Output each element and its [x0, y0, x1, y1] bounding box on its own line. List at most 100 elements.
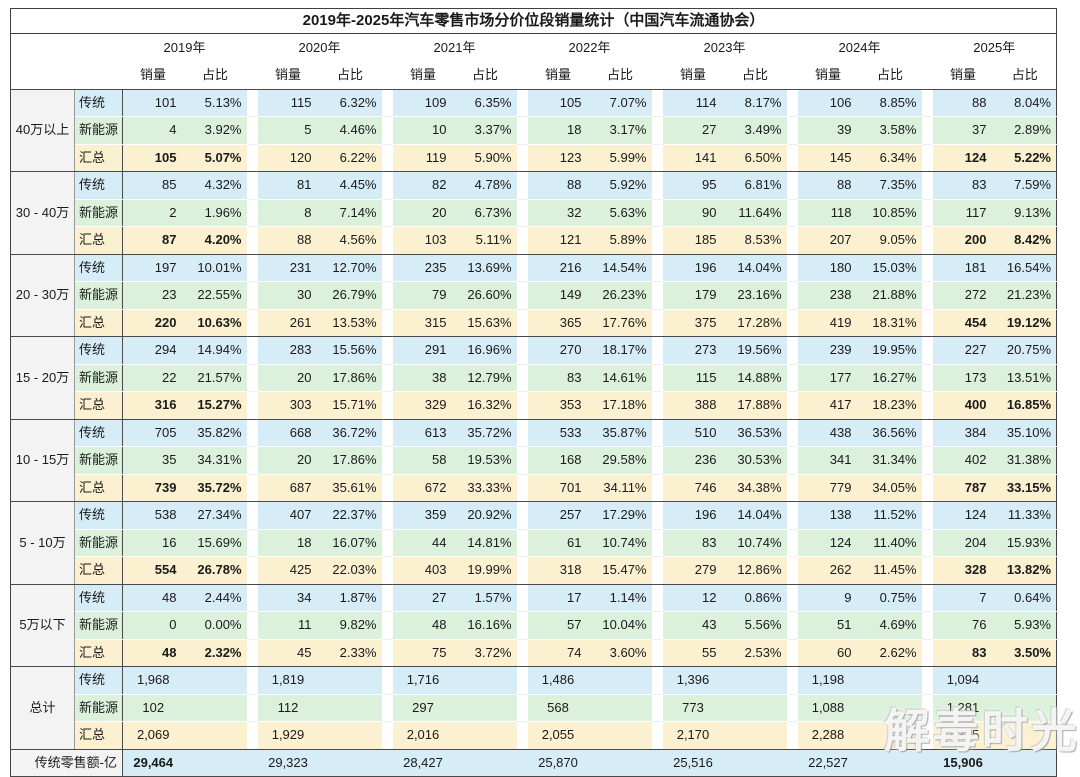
share-cell: 0.75% — [858, 584, 922, 612]
column-gap — [246, 281, 258, 310]
category-label: 新能源 — [74, 199, 123, 227]
share-cell: 16.96% — [453, 336, 517, 365]
sales-cell: 181 — [932, 254, 994, 282]
sales-cell: 746 — [662, 474, 724, 502]
column-gap — [516, 474, 528, 502]
table-title: 2019年-2025年汽车零售市场分价位段销量统计（中国汽车流通协会） — [10, 8, 1057, 34]
sales-cell: 329 — [392, 391, 454, 420]
share-cell: 11.40% — [858, 529, 922, 557]
sales-cell: 554 — [122, 556, 184, 585]
sales-cell: 227 — [932, 336, 994, 365]
column-gap — [381, 391, 393, 420]
column-gap — [516, 281, 528, 310]
column-gap — [786, 584, 798, 612]
column-gap — [246, 226, 258, 255]
sales-cell: 48 — [122, 639, 184, 667]
share-cell: 2.89% — [993, 116, 1057, 145]
share-cell: 4.56% — [318, 226, 382, 255]
sales-cell: 102 — [122, 694, 184, 722]
table-row: 汇总 2,069 1,929 2,016 2,055 2,170 2,288 2,375 — [11, 721, 1057, 750]
column-gap — [651, 171, 663, 200]
column-gap — [246, 501, 258, 530]
sales-cell: 39 — [797, 116, 859, 145]
column-gap — [786, 611, 798, 640]
column-gap — [381, 226, 393, 255]
column-gap — [651, 721, 663, 750]
column-gap — [786, 62, 798, 90]
column-gap — [921, 281, 933, 310]
column-gap — [381, 694, 393, 722]
share-cell: 10.63% — [183, 309, 247, 337]
column-gap — [381, 364, 393, 392]
column-gap — [516, 721, 528, 750]
sales-cell: 672 — [392, 474, 454, 502]
share-cell: 15.63% — [453, 309, 517, 337]
title-row: 2019年-2025年汽车零售市场分价位段销量统计（中国汽车流通协会） — [10, 8, 1057, 34]
price-group-label: 40万以上 — [10, 89, 75, 172]
sales-cell: 57 — [527, 611, 589, 640]
share-cell: 2.33% — [318, 639, 382, 667]
sales-cell: 8 — [257, 199, 319, 227]
sales-cell: 403 — [392, 556, 454, 585]
sales-cell: 20 — [257, 364, 319, 392]
share-cell: 35.72% — [453, 419, 517, 447]
sales-header: 销量 — [122, 62, 184, 90]
column-gap — [921, 446, 933, 475]
share-cell: 10.01% — [183, 254, 247, 282]
share-cell: 6.22% — [318, 144, 382, 172]
share-cell — [318, 666, 382, 695]
sales-cell: 10 — [392, 116, 454, 145]
sales-cell: 1,929 — [257, 721, 319, 750]
table-row: 新能源 0 0.00% 11 9.82% 48 16.16% 57 10.04% 43 5.56% 5… — [11, 611, 1057, 640]
share-cell: 11.52% — [858, 501, 922, 530]
sales-cell: 270 — [527, 336, 589, 365]
category-label: 汇总 — [74, 639, 123, 667]
sales-cell: 318 — [527, 556, 589, 585]
sales-cell: 297 — [392, 694, 454, 722]
share-cell: 5.07% — [183, 144, 247, 172]
sales-cell: 20 — [257, 446, 319, 475]
sales-cell: 257 — [527, 501, 589, 530]
share-cell: 21.57% — [183, 364, 247, 392]
sales-cell: 185 — [662, 226, 724, 255]
share-cell: 2.44% — [183, 584, 247, 612]
share-cell: 1.96% — [183, 199, 247, 227]
column-gap — [651, 474, 663, 502]
share-cell: 17.88% — [723, 391, 787, 420]
sales-cell: 61 — [527, 529, 589, 557]
column-gap — [651, 116, 663, 145]
column-gap — [246, 666, 258, 695]
share-cell: 26.23% — [588, 281, 652, 310]
sales-cell: 58 — [392, 446, 454, 475]
share-cell: 10.04% — [588, 611, 652, 640]
table-row: 新能源 102 112 297 568 773 1,088 1,281 — [11, 694, 1057, 722]
column-gap — [651, 199, 663, 227]
sales-cell: 30 — [257, 281, 319, 310]
share-cell: 4.20% — [183, 226, 247, 255]
sales-cell: 95 — [662, 171, 724, 200]
column-gap — [786, 309, 798, 337]
category-label: 汇总 — [74, 226, 123, 255]
sales-cell: 105 — [122, 144, 184, 172]
share-cell: 0.64% — [993, 584, 1057, 612]
share-cell: 10.74% — [588, 529, 652, 557]
column-gap — [382, 34, 393, 63]
share-cell: 36.53% — [723, 419, 787, 447]
column-gap — [921, 171, 933, 200]
share-header: 占比 — [318, 62, 382, 90]
share-cell — [453, 666, 517, 695]
year-header: 2021年 — [433, 40, 476, 55]
category-label: 新能源 — [74, 281, 123, 310]
column-gap — [921, 666, 933, 695]
sales-header: 销量 — [797, 62, 859, 90]
column-gap — [786, 281, 798, 310]
share-cell: 16.54% — [993, 254, 1057, 282]
sales-cell: 5 — [257, 116, 319, 145]
category-label: 新能源 — [74, 364, 123, 392]
sales-cell: 17 — [527, 584, 589, 612]
column-gap — [786, 501, 798, 530]
column-gap — [651, 666, 663, 695]
sales-cell: 173 — [932, 364, 994, 392]
sales-header: 销量 — [257, 62, 319, 90]
category-label: 新能源 — [74, 446, 123, 475]
